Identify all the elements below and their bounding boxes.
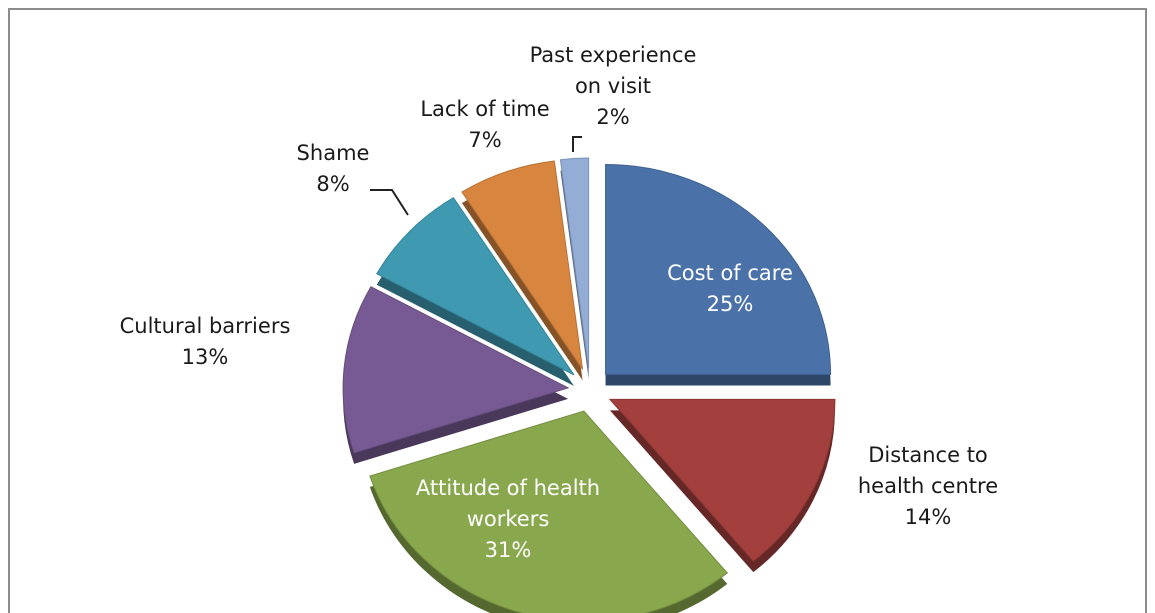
category-label: Lack of time: [420, 97, 550, 121]
slice: [376, 196, 575, 376]
leader-line: [370, 189, 409, 216]
pie-tops: [342, 157, 836, 613]
value-label: 8%: [316, 172, 350, 196]
value-label: 31%: [484, 538, 532, 562]
category-label: Cultural barriers: [119, 314, 291, 338]
slice: [608, 398, 836, 562]
slice: [559, 157, 590, 369]
value-label: 13%: [181, 345, 229, 369]
slice-label: Cultural barriers 13%: [120, 311, 291, 373]
value-label: 2%: [596, 105, 630, 129]
value-label: 7%: [468, 128, 502, 152]
slice-label: Shame 8%: [297, 138, 370, 200]
slice-label: Past experience on visit 2%: [518, 40, 708, 133]
category-label: Attitude of health workers: [415, 476, 601, 531]
slice-label: Cost of care 25%: [667, 258, 793, 320]
value-label: 25%: [706, 292, 754, 316]
category-label: Past experience on visit: [529, 43, 697, 98]
category-label: Distance to health centre: [857, 443, 999, 498]
slice-label: Lack of time 7%: [420, 94, 549, 156]
leader-lines: [370, 136, 582, 216]
leader-line: [572, 136, 582, 152]
chart-frame: [8, 8, 1147, 613]
category-label: Cost of care: [667, 261, 793, 285]
slice-label: Distance to health centre 14%: [843, 440, 1013, 533]
slice: [461, 160, 584, 370]
slice: [605, 163, 832, 375]
value-label: 14%: [904, 505, 952, 529]
category-label: Shame: [296, 141, 370, 165]
slice-label: Attitude of health workers 31%: [408, 473, 608, 566]
slice: [342, 286, 570, 454]
